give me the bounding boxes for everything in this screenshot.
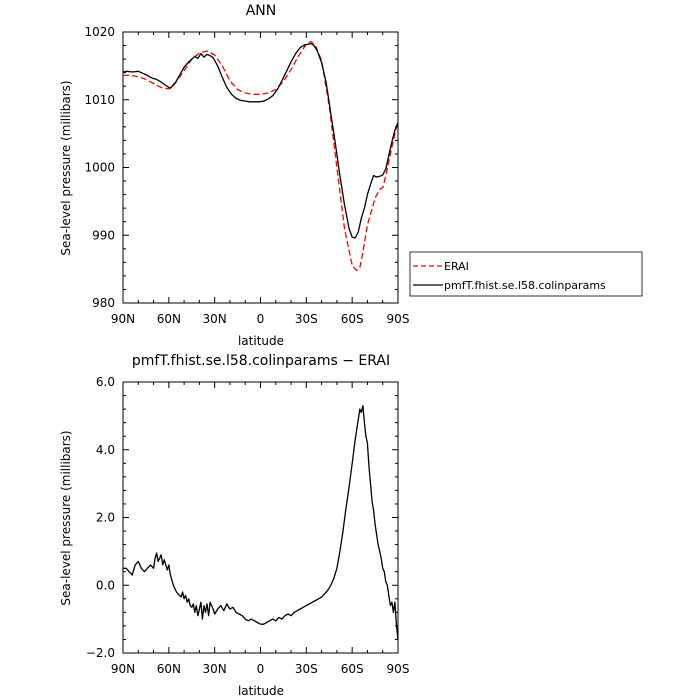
x-tick-label: 30S bbox=[295, 662, 318, 676]
bottom-chart-xlabel: latitude bbox=[238, 684, 284, 698]
y-tick-label: 4.0 bbox=[96, 443, 115, 457]
y-tick-label: 2.0 bbox=[96, 511, 115, 525]
y-tick-label: 980 bbox=[92, 296, 115, 310]
plot-frame bbox=[122, 381, 399, 654]
x-tick-label: 90N bbox=[111, 312, 135, 326]
y-tick-label: 1010 bbox=[84, 93, 115, 107]
x-tick-label: 30N bbox=[203, 312, 227, 326]
y-tick-label: 6.0 bbox=[96, 375, 115, 389]
x-tick-label: 90S bbox=[387, 662, 410, 676]
x-tick-label: 60N bbox=[157, 312, 181, 326]
x-tick-label: 0 bbox=[257, 312, 265, 326]
x-tick-label: 60S bbox=[341, 662, 364, 676]
y-tick-label: −2.0 bbox=[86, 646, 115, 660]
y-tick-label: 0.0 bbox=[96, 578, 115, 592]
bottom-chart-panel: pmfT.fhist.se.l58.colinparams − ERAI lat… bbox=[59, 353, 409, 698]
top-chart-panel: ANN latitude Sea-level pressure (milliba… bbox=[59, 3, 409, 348]
x-tick-label: 90S bbox=[387, 312, 410, 326]
legend-label-erai: ERAI bbox=[444, 260, 469, 273]
y-tick-label: 990 bbox=[92, 228, 115, 242]
legend-label-model: pmfT.fhist.se.l58.colinparams bbox=[444, 279, 606, 292]
top-chart-ylabel: Sea-level pressure (millibars) bbox=[59, 80, 73, 255]
x-tick-label: 30S bbox=[295, 312, 318, 326]
y-tick-label: 1000 bbox=[84, 161, 115, 175]
top-chart-xlabel: latitude bbox=[238, 334, 284, 348]
y-tick-label: 1020 bbox=[84, 25, 115, 39]
x-tick-label: 60N bbox=[157, 662, 181, 676]
x-tick-label: 30N bbox=[203, 662, 227, 676]
bottom-chart-title: pmfT.fhist.se.l58.colinparams − ERAI bbox=[132, 353, 390, 369]
x-tick-label: 90N bbox=[111, 662, 135, 676]
series-line-pmft-fhist-se-l58-colinparams bbox=[122, 42, 399, 239]
top-chart-legend: ERAI pmfT.fhist.se.l58.colinparams bbox=[409, 251, 643, 297]
bottom-chart-ylabel: Sea-level pressure (millibars) bbox=[59, 430, 73, 605]
legend-box bbox=[409, 251, 643, 297]
top-chart-title: ANN bbox=[246, 3, 277, 19]
series-line-difference bbox=[123, 405, 399, 640]
x-tick-label: 60S bbox=[341, 312, 364, 326]
plot-frame bbox=[122, 31, 399, 304]
x-tick-label: 0 bbox=[257, 662, 265, 676]
